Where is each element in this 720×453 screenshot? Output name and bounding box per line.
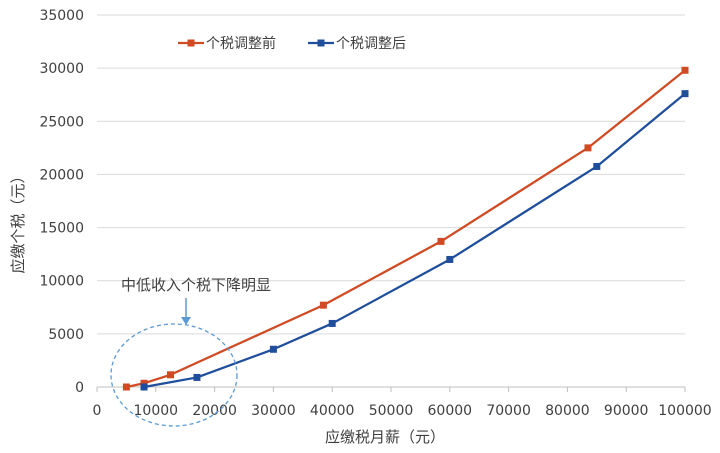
legend-label: 个税调整前 <box>206 35 276 52</box>
y-tick-label: 0 <box>75 380 84 396</box>
x-tick-label: 100000 <box>658 403 711 419</box>
data-point-marker <box>437 237 445 245</box>
legend: 个税调整前 个税调整后 <box>178 35 406 52</box>
data-point-marker <box>140 379 148 387</box>
series-1 <box>122 66 689 391</box>
annotation-text: 中低收入个税下降明显 <box>121 276 271 294</box>
x-tick-label: 90000 <box>604 403 649 419</box>
data-point-marker <box>328 319 336 327</box>
data-point-marker <box>193 373 201 381</box>
x-axis-title: 应缴税月薪（元） <box>325 428 445 446</box>
y-tick-label: 20000 <box>39 167 84 183</box>
data-point-marker <box>681 66 689 74</box>
data-point-marker <box>593 162 601 170</box>
data-point-marker <box>122 383 130 391</box>
y-tick-label: 35000 <box>39 8 84 24</box>
x-tick-label: 10000 <box>134 403 179 419</box>
data-point-marker <box>681 90 689 98</box>
x-tick-label: 80000 <box>545 403 590 419</box>
data-point-marker <box>269 345 277 353</box>
y-tick-label: 15000 <box>39 221 84 237</box>
y-axis-title: 应缴个税（元） <box>9 168 27 273</box>
y-tick-label: 5000 <box>48 327 84 343</box>
series-lines <box>122 66 689 391</box>
y-tick-label: 30000 <box>39 61 84 77</box>
series-2 <box>140 90 689 391</box>
x-tick-label: 30000 <box>251 403 296 419</box>
x-tick-label: 0 <box>93 403 102 419</box>
annotation-arrowhead <box>181 317 191 325</box>
data-point-marker <box>446 255 454 263</box>
gridlines <box>97 14 685 335</box>
data-point-marker <box>319 301 327 309</box>
series-line <box>143 92 686 389</box>
legend-marker <box>317 39 325 47</box>
legend-label: 个税调整后 <box>336 36 406 52</box>
legend-marker <box>187 39 195 47</box>
data-point-marker <box>140 383 148 391</box>
highlight-ellipse <box>110 323 238 427</box>
data-point-marker <box>584 144 592 152</box>
series-line <box>126 69 686 389</box>
axes: 0 5000 10000 15000 20000 25000 30000 35000 0 1000… <box>9 8 712 446</box>
x-tick-label: 70000 <box>486 403 531 419</box>
annotation: 中低收入个税下降明显 <box>110 276 271 427</box>
x-tick-label: 40000 <box>310 403 355 419</box>
legend-item: 个税调整前 <box>178 35 276 52</box>
data-point-marker <box>167 371 174 379</box>
x-tick-label: 20000 <box>192 403 237 419</box>
y-tick-label: 25000 <box>39 114 84 130</box>
x-tick-label: 50000 <box>369 403 414 419</box>
y-tick-label: 10000 <box>39 274 84 290</box>
x-tick-label: 60000 <box>428 403 473 419</box>
legend-item: 个税调整后 <box>308 36 406 52</box>
